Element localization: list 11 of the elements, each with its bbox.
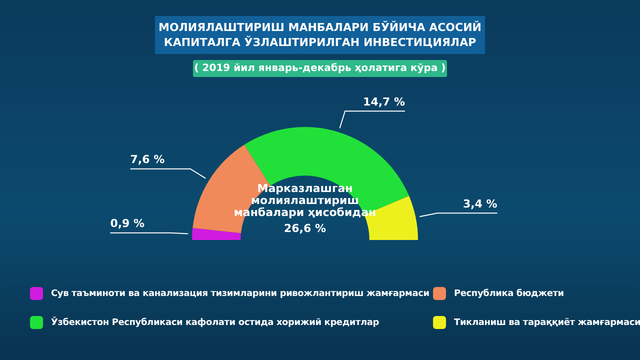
- legend-label: Республика бюджети: [454, 288, 564, 298]
- chart-subtitle: ( 2019 йил январь-декабрь ҳолатига кўра ): [193, 60, 447, 77]
- legend-label: Ўзбекистон Республикаси кафолати остида хорижий кредитлар: [51, 318, 380, 328]
- data-label: 0,9 %: [110, 217, 145, 230]
- data-label: 3,4 %: [462, 197, 498, 210]
- legend-label: Сув таъминоти ва канализация тизимларини ривожлантириш жамғармаси: [51, 288, 430, 298]
- data-label: 7,6 %: [130, 153, 165, 166]
- legend-label: Тикланиш ва тараққиёт жамғармаси: [454, 318, 640, 328]
- data-label: 14,7 %: [363, 95, 406, 108]
- text: 26,6 %: [283, 222, 327, 235]
- chart-title: МОЛИЯЛАШТИРИШ МАНБАЛАРИ БЎЙИЧА АСОСИЙ КАПИТАЛГА ЎЗЛАШТИРИЛГАН ИНВЕСТИЦИЯЛАР: [155, 16, 485, 54]
